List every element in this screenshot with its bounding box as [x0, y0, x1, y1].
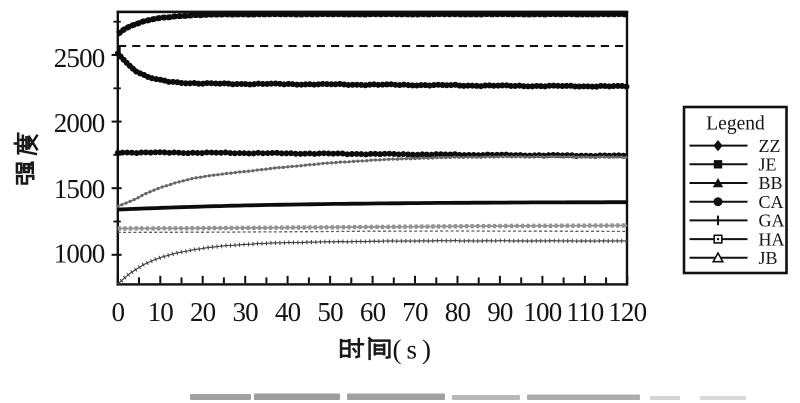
svg-text:ZZ: ZZ	[759, 136, 781, 156]
svg-text:CA: CA	[759, 192, 784, 212]
svg-text:(s): (s)	[393, 335, 437, 365]
svg-text:110: 110	[566, 297, 603, 327]
svg-text:60: 60	[360, 297, 386, 327]
svg-text:30: 30	[232, 297, 258, 327]
svg-text:100: 100	[523, 297, 561, 327]
svg-text:80: 80	[445, 297, 471, 327]
svg-text:Legend: Legend	[706, 114, 765, 135]
svg-text:10: 10	[148, 297, 174, 327]
svg-text:70: 70	[402, 297, 428, 327]
svg-text:1500: 1500	[54, 174, 105, 204]
svg-text:2500: 2500	[54, 43, 105, 73]
svg-text:90: 90	[487, 297, 513, 327]
svg-text:20: 20	[190, 297, 216, 327]
svg-text:120: 120	[608, 297, 646, 327]
svg-text:JE: JE	[759, 155, 777, 175]
svg-text:GA: GA	[759, 211, 785, 231]
svg-text:50: 50	[317, 297, 343, 327]
svg-text:40: 40	[275, 297, 301, 327]
svg-text:0: 0	[111, 297, 124, 327]
svg-text:JB: JB	[759, 248, 778, 268]
svg-text:2000: 2000	[54, 108, 105, 138]
svg-text:HA: HA	[759, 229, 785, 249]
svg-text:1000: 1000	[54, 239, 105, 269]
svg-text:BB: BB	[759, 173, 783, 193]
